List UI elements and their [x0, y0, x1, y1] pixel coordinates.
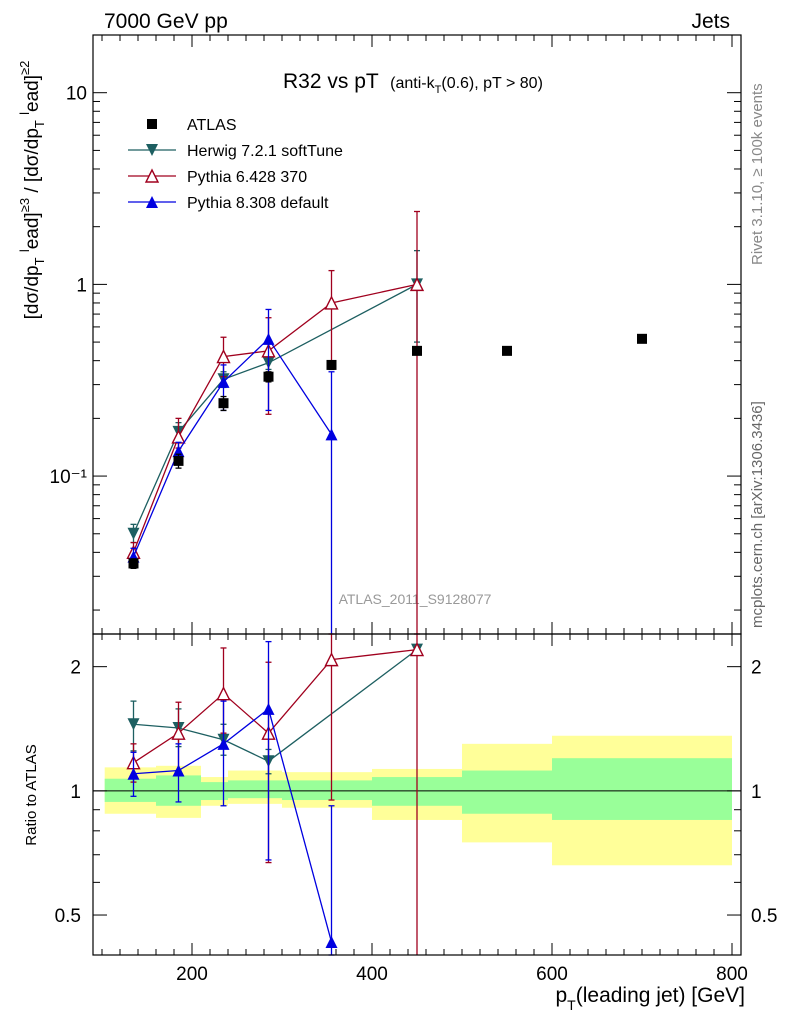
- header-right: Jets: [691, 10, 730, 33]
- main-line: [132, 283, 418, 553]
- plot-title-main: R32 vs pT: [283, 70, 379, 93]
- main-line: [132, 283, 418, 535]
- main-series-pythia-6-428-370: [126, 210, 425, 634]
- ratio-point-5: [409, 642, 425, 657]
- y-tick-label-ratio-right: 1: [751, 782, 762, 803]
- ratio-series-herwig-7-2-1-softtune: [127, 643, 423, 775]
- main-point-1: [171, 429, 186, 444]
- y-tick-label-ratio-right: 2: [751, 658, 762, 679]
- main-point-4: [324, 295, 339, 310]
- legend: ATLAS Herwig 7.2.1 softTune Pythia 6.428 3…: [128, 117, 343, 212]
- series-main-panel: [126, 210, 647, 634]
- mcplots-label: mcplots.cern.ch [arXiv:1306.3436]: [749, 401, 766, 628]
- legend-label: ATLAS: [187, 117, 237, 134]
- main-point-4: [326, 359, 337, 370]
- uncertainty-bands: [104, 735, 732, 866]
- main-series-pythia-8-308-default: [127, 308, 338, 634]
- series-ratio-panel: [126, 633, 425, 956]
- ratio-point-0: [127, 767, 140, 780]
- axes: 200 400 600 800 10⁻¹ 1 10 0.5 0.5 1 1 2 2: [50, 34, 777, 985]
- header-left: 7000 GeV pp: [104, 10, 228, 33]
- ratio-point-0: [127, 718, 140, 731]
- plot-title-sub-prefix: (anti-k: [390, 75, 435, 92]
- ratio-line: [133, 648, 418, 764]
- main-point-4: [325, 428, 338, 441]
- y-axis-label-main: [dσ/dpT lead]≥3 / [dσ/dpT lead]≥2: [17, 61, 47, 320]
- main-point-5: [409, 276, 425, 292]
- main-point-7: [637, 333, 647, 344]
- ratio-point-3: [262, 702, 275, 715]
- legend-marker: [146, 144, 158, 156]
- legend-item-2: Pythia 6.428 370: [128, 168, 307, 186]
- legend-marker: [144, 168, 160, 183]
- y-tick-label-ratio-left: 0.5: [55, 906, 81, 927]
- main-series-herwig-7-2-1-softtune: [127, 249, 423, 544]
- main-point-3: [262, 332, 275, 345]
- plot-title-sub-suffix: (0.6), pT > 80): [441, 75, 543, 92]
- ratio-frame: [92, 633, 742, 956]
- legend-marker: [146, 196, 158, 208]
- y-tick-label-ratio-left: 1: [70, 782, 81, 803]
- ratio-series-pythia-8-308-default: [127, 640, 338, 956]
- legend-label: Pythia 6.428 370: [187, 169, 307, 186]
- main-point-6: [502, 345, 512, 356]
- x-tick-label: 600: [536, 964, 568, 985]
- main-point-1: [173, 455, 184, 466]
- ratio-point-2: [216, 686, 231, 701]
- ratio-point-1: [171, 725, 186, 740]
- y-tick-label-main: 10⁻¹: [50, 467, 88, 488]
- main-point-5: [412, 345, 422, 356]
- y-tick-label-main: 1: [76, 275, 87, 296]
- main-point-2: [218, 398, 229, 409]
- watermark: ATLAS_2011_S9128077: [339, 591, 492, 607]
- y-tick-label-ratio-left: 2: [70, 658, 81, 679]
- legend-label: Pythia 8.308 default: [187, 195, 329, 212]
- legend-item-3: Pythia 8.308 default: [128, 195, 329, 212]
- main-point-2: [216, 349, 231, 364]
- rivet-label: Rivet 3.1.10, ≥ 100k events: [749, 83, 766, 265]
- plot-title-sub-sub: T: [435, 84, 442, 96]
- x-tick-label: 200: [176, 964, 208, 985]
- ratio-point-1: [172, 764, 185, 777]
- main-point-3: [263, 371, 274, 382]
- band-inner-0: [104, 778, 156, 802]
- main-point-0: [128, 558, 139, 569]
- x-tick-label: 800: [716, 964, 748, 985]
- legend-marker: [147, 119, 157, 129]
- ratio-point-4: [324, 652, 339, 667]
- legend-item-1: Herwig 7.2.1 softTune: [128, 143, 343, 160]
- main-line: [132, 337, 333, 557]
- band-inner-7: [552, 758, 732, 820]
- ratio-point-2: [217, 737, 230, 750]
- ratio-point-4: [325, 936, 338, 949]
- main-point-2: [217, 375, 230, 388]
- legend-item-0: ATLAS: [147, 117, 237, 134]
- legend-label: Herwig 7.2.1 softTune: [187, 143, 343, 160]
- x-axis-label: pT(leading jet) [GeV]: [555, 984, 745, 1013]
- band-inner-6: [462, 770, 552, 814]
- ratio-y-label: Ratio to ATLAS: [23, 744, 40, 845]
- main-point-0: [127, 527, 140, 540]
- band-inner-4: [282, 780, 372, 801]
- y-tick-label-main: 10: [66, 84, 87, 105]
- x-tick-label: 400: [356, 964, 388, 985]
- band-inner-3: [228, 780, 282, 799]
- y-tick-label-ratio-right: 0.5: [751, 906, 777, 927]
- main-series-atlas: [128, 333, 647, 570]
- plot-title: R32 vs pT (anti-kT(0.6), pT > 80): [283, 70, 543, 96]
